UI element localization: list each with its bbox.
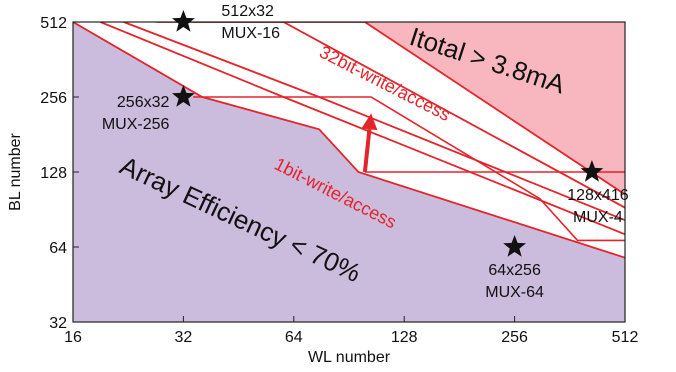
y-tick-label: 64 xyxy=(49,240,67,257)
x-tick-label: 16 xyxy=(64,329,82,346)
y-tick-label: 512 xyxy=(40,15,67,32)
star-marker xyxy=(172,85,195,107)
point-sublabel: MUX-16 xyxy=(221,25,280,42)
x-tick-label: 256 xyxy=(501,329,528,346)
star-marker xyxy=(580,160,604,182)
curves xyxy=(73,22,625,259)
point-label: 128x416 xyxy=(567,187,628,204)
point-label: 256x32 xyxy=(117,94,170,111)
boundary-curve-1 xyxy=(193,22,625,196)
y-tick-label: 32 xyxy=(49,315,67,332)
x-tick-label: 512 xyxy=(612,329,639,346)
point-label: 512x32 xyxy=(221,3,274,20)
write-line-1 xyxy=(193,96,625,242)
x-tick-label: 32 xyxy=(175,329,193,346)
boundary-curve-2 xyxy=(156,22,625,209)
star-marker xyxy=(503,235,526,257)
y-tick-label: 256 xyxy=(40,90,67,107)
y-axis-title: BL number xyxy=(7,132,24,210)
x-tick-label: 128 xyxy=(391,329,418,346)
y-tick-label: 128 xyxy=(40,165,67,182)
star-marker xyxy=(172,10,195,32)
point-sublabel: MUX-256 xyxy=(102,116,170,133)
point-sublabel: MUX-4 xyxy=(573,209,623,226)
shift-arrow xyxy=(361,113,378,173)
x-axis-title: WL number xyxy=(308,349,391,366)
x-tick-label: 64 xyxy=(285,329,303,346)
point-sublabel: MUX-64 xyxy=(485,284,544,301)
data-points: 512x32 MUX-16 256x32 MUX-256 128x416 MUX-4 64x… xyxy=(102,3,629,301)
array-efficiency-region xyxy=(73,22,625,322)
itotal-region xyxy=(193,22,625,195)
point-label: 64x256 xyxy=(488,262,541,279)
boundary-curve-5 xyxy=(73,22,625,259)
